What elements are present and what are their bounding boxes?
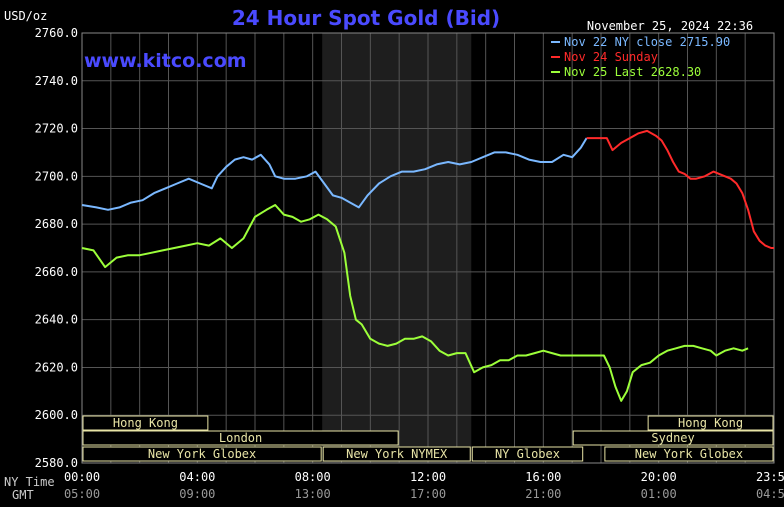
- session-bar: [82, 415, 209, 431]
- legend-label: Nov 24 Sunday: [564, 50, 658, 64]
- session-label: New York Globex: [635, 447, 743, 461]
- y-tick-label: 2760.0: [35, 26, 78, 40]
- session-bar: [572, 430, 774, 446]
- y-tick-label: 2580.0: [35, 456, 78, 470]
- legend-label: Nov 25 Last 2628.30: [564, 65, 701, 79]
- session-bar: [322, 446, 471, 462]
- y-tick-label: 2720.0: [35, 122, 78, 136]
- ny-time-tick-label: 16:00: [525, 470, 561, 484]
- ny-time-tick-label: 00:00: [64, 470, 100, 484]
- y-tick-label: 2660.0: [35, 265, 78, 279]
- session-label: New York Globex: [148, 447, 256, 461]
- gmt-label: GMT: [12, 488, 34, 502]
- ny-time-tick-label: 20:00: [641, 470, 677, 484]
- ny-time-label: NY Time: [4, 475, 55, 489]
- y-tick-label: 2600.0: [35, 408, 78, 422]
- watermark: www.kitco.com: [84, 50, 247, 72]
- ny-time-tick-label: 08:00: [295, 470, 331, 484]
- session-label: London: [219, 431, 262, 445]
- session-label: NY Globex: [495, 447, 560, 461]
- gmt-tick-label: 17:00: [410, 487, 446, 501]
- session-label: Hong Kong: [113, 416, 178, 430]
- gmt-tick-label: 13:00: [295, 487, 331, 501]
- gmt-tick-label: 09:00: [179, 487, 215, 501]
- y-tick-label: 2740.0: [35, 74, 78, 88]
- legend-label: Nov 22 NY close 2715.90: [564, 35, 730, 49]
- gmt-tick-label: 04:59: [756, 487, 784, 501]
- ny-time-tick-label: 23:59: [756, 470, 784, 484]
- session-label: Sydney: [651, 431, 694, 445]
- series-line-3: [81, 204, 749, 402]
- gmt-tick-label: 01:00: [641, 487, 677, 501]
- y-tick-label: 2620.0: [35, 360, 78, 374]
- series-line-1: [81, 137, 588, 211]
- gmt-tick-label: 05:00: [64, 487, 100, 501]
- ny-time-tick-label: 12:00: [410, 470, 446, 484]
- gmt-tick-label: 21:00: [525, 487, 561, 501]
- series-line-2: [586, 129, 774, 249]
- y-axis-label: USD/oz: [4, 9, 47, 23]
- y-tick-label: 2640.0: [35, 313, 78, 327]
- session-bar: [604, 446, 774, 462]
- y-tick-label: 2680.0: [35, 217, 78, 231]
- ny-time-tick-label: 04:00: [179, 470, 215, 484]
- session-bar: [82, 446, 322, 462]
- plot-area: 2760.0 2740.0 2720.0 2700.0 2680.0 2660.0 2640…: [35, 26, 784, 501]
- session-bar: [647, 415, 774, 431]
- session-label: Hong Kong: [678, 416, 743, 430]
- session-bar: [471, 446, 584, 462]
- chart-title: 24 Hour Spot Gold (Bid): [232, 6, 500, 30]
- nymex-shaded-region: [322, 33, 472, 463]
- y-tick-label: 2700.0: [35, 169, 78, 183]
- timestamp: November 25, 2024 22:36: [587, 19, 753, 33]
- session-label: New York NYMEX: [346, 447, 448, 461]
- session-bar: [82, 430, 399, 446]
